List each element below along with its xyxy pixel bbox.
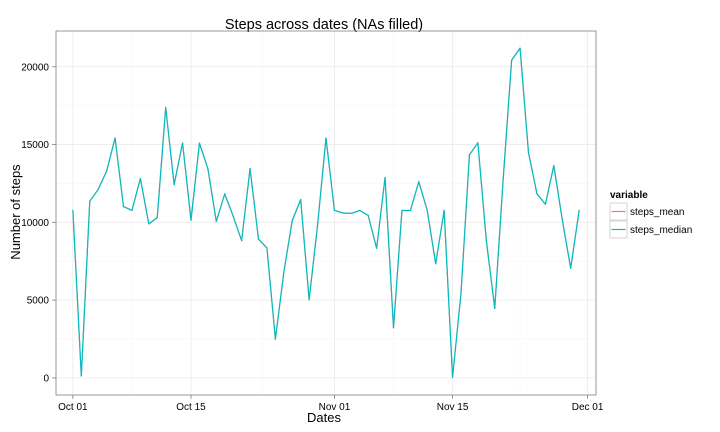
data-point (114, 137, 116, 139)
legend-item: steps_median (609, 220, 692, 239)
data-point (350, 212, 352, 215)
x-axis: Oct 01 Oct 15 Nov 01 Nov 15 Dec 01 (58, 395, 604, 413)
data-point (511, 59, 513, 61)
data-point (89, 200, 91, 202)
legend-items: steps_mean steps_median (609, 202, 692, 239)
data-point (460, 292, 462, 294)
data-point (80, 375, 82, 377)
y-tick-label: 0 (43, 373, 49, 384)
data-point (257, 238, 260, 240)
legend-label: steps_median (630, 225, 692, 236)
data-point (418, 181, 420, 183)
data-point (359, 209, 361, 212)
data-point (485, 239, 487, 241)
x-tick-label: Oct 01 (58, 402, 88, 413)
data-point (435, 263, 437, 265)
y-axis: 0 5000 10000 15000 20000 (21, 62, 56, 384)
data-point (97, 188, 99, 191)
data-point (139, 178, 141, 180)
legend-label: steps_mean (630, 207, 684, 218)
data-point (333, 209, 336, 212)
data-point (451, 376, 454, 378)
x-tick-label: Dec 01 (572, 402, 604, 413)
data-point (553, 165, 555, 167)
data-point (409, 209, 411, 212)
data-point (173, 184, 175, 186)
plot-panel-border (55, 30, 597, 396)
data-point (131, 209, 133, 212)
data-point (249, 167, 251, 170)
data-point (190, 219, 192, 221)
data-point (443, 209, 445, 212)
data-point (494, 307, 496, 309)
x-tick-label: Nov 15 (437, 402, 469, 413)
data-point (308, 299, 310, 301)
y-tick-label: 15000 (21, 140, 49, 151)
data-point (384, 176, 386, 179)
data-point (536, 193, 538, 195)
data-point (156, 217, 158, 219)
y-tick-label: 20000 (21, 62, 49, 73)
data-point (342, 212, 344, 214)
data-point (241, 240, 243, 242)
data-point (376, 247, 378, 249)
data-point (291, 219, 293, 222)
data-point (300, 199, 302, 201)
data-point (401, 209, 403, 212)
data-point (72, 209, 74, 212)
data-point (570, 267, 572, 269)
data-point (519, 47, 521, 49)
x-axis-title: Dates (307, 410, 341, 425)
data-point (274, 338, 276, 340)
data-point (392, 327, 395, 329)
data-point (207, 168, 209, 170)
data-point (232, 215, 234, 217)
data-point (283, 271, 285, 274)
chart-title: Steps across dates (NAs filled) (225, 17, 423, 33)
data-point (122, 205, 125, 208)
data-point (367, 214, 369, 217)
data-point (325, 137, 327, 139)
x-tick-label: Nov 01 (319, 402, 351, 413)
y-axis-title: Number of steps (8, 164, 23, 260)
data-point (561, 218, 563, 221)
data-point (215, 220, 217, 223)
series-lines (72, 47, 580, 378)
data-point (527, 152, 530, 154)
data-point (266, 247, 268, 249)
data-point (544, 203, 546, 205)
legend-title: variable (610, 190, 648, 201)
data-point (502, 178, 504, 180)
y-tick-label: 5000 (27, 296, 50, 307)
data-point (198, 142, 201, 144)
data-point (426, 209, 428, 212)
y-tick-label: 10000 (21, 218, 49, 229)
legend: variable steps_mean steps_median (609, 190, 692, 239)
legend-item: steps_mean (609, 202, 684, 221)
data-point (165, 106, 167, 109)
data-point (106, 170, 108, 172)
data-point (468, 154, 471, 156)
x-tick-label: Oct 15 (176, 402, 206, 413)
data-point (181, 142, 184, 144)
data-point (477, 142, 479, 144)
series-steps-median (72, 47, 580, 378)
data-point (148, 223, 150, 225)
data-point (316, 224, 319, 226)
data-point (224, 193, 226, 195)
data-point (578, 209, 580, 212)
